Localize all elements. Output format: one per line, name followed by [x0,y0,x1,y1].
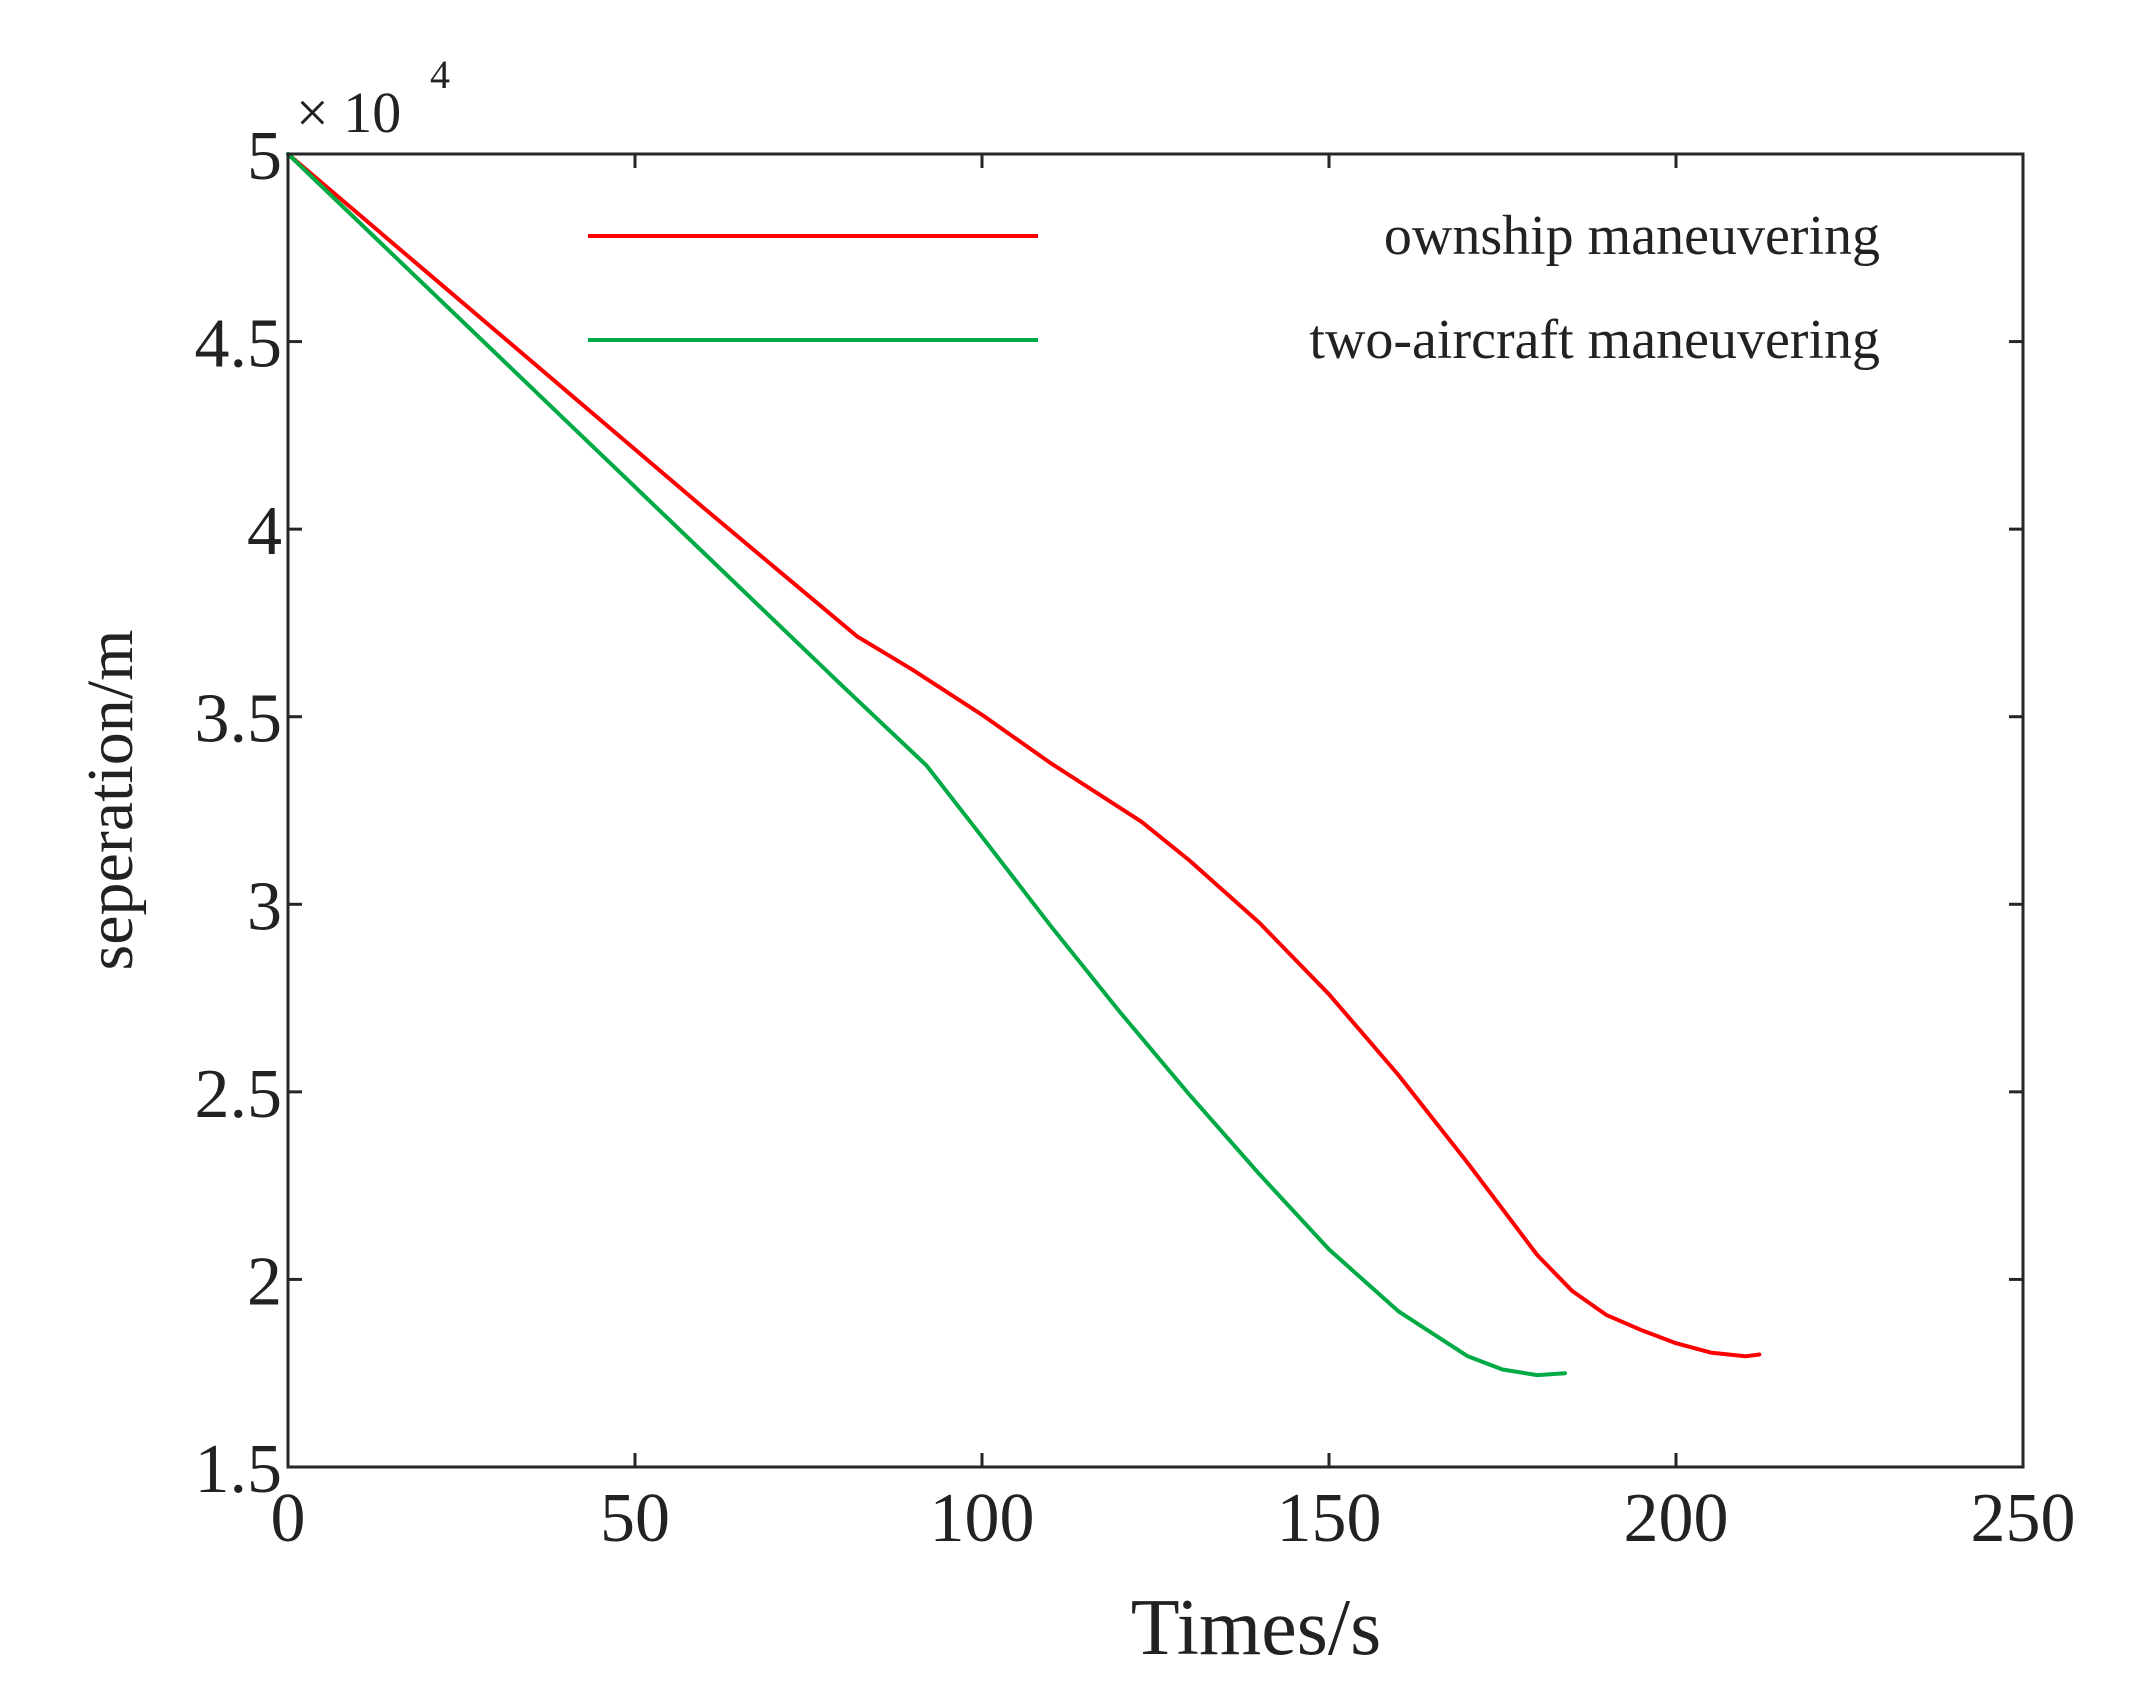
y-tick-label-7: 5 [247,118,282,195]
y-multiplier-base: × 10 [296,80,401,145]
plot-frame [286,152,2025,1469]
y-tick-label-2: 2.5 [195,1056,283,1133]
x-tick-label-1: 50 [600,1480,670,1557]
y-tick-label-6: 4.5 [195,306,283,383]
x-tick-label-4: 200 [1624,1480,1729,1557]
y-tick-label-1: 2 [247,1243,282,1320]
y-tick-label-0: 1.5 [195,1431,283,1508]
y-tick-label-3: 3 [247,868,282,945]
series-line-1 [286,152,1762,1359]
legend: ownship maneuvering two-aircraft maneuver… [588,205,1880,371]
y-multiplier-exponent: 4 [430,52,450,97]
x-tick-label-2: 100 [930,1480,1035,1557]
x-tick-label-3: 150 [1277,1480,1382,1557]
x-tick-label-5: 250 [1971,1480,2076,1557]
x-tick-label-0: 0 [271,1480,306,1557]
x-axis-label: Times/s [1131,1584,1382,1672]
y-axis-label: seperation/m [74,630,147,971]
legend-label-1: ownship maneuvering [1384,205,1880,267]
y-tick-label-4: 3.5 [195,681,283,758]
tick-labels-layer: 0 50 100 150 200 250 1.5 2 2.5 3 3.5 4 4.5 5 [195,118,2076,1557]
series-line-2 [286,152,1567,1378]
series-layer [286,152,1762,1378]
plot-area [288,154,2023,1467]
y-tick-label-5: 4 [247,493,282,570]
legend-label-2: two-aircraft maneuvering [1309,309,1880,371]
